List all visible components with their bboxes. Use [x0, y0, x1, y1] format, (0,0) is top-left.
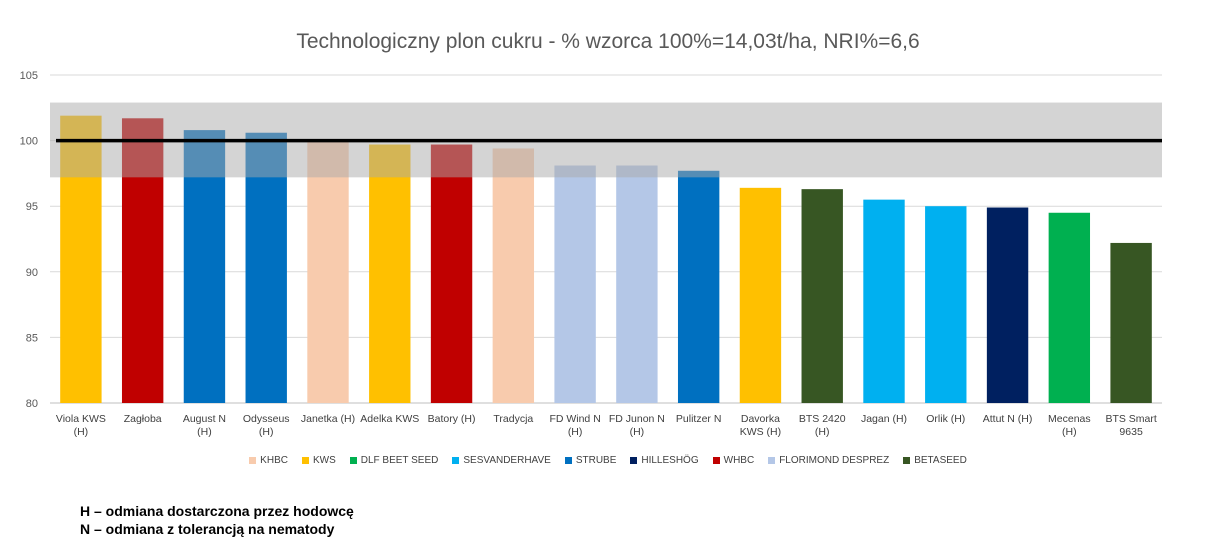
- legend: KHBC KWS DLF BEET SEED SESVANDERHAVE STRUBE H…: [0, 455, 1216, 466]
- bar: [616, 165, 658, 403]
- x-category-label: Pulitzer N: [676, 413, 722, 425]
- y-tick-label: 105: [20, 70, 38, 82]
- legend-item: STRUBE: [564, 455, 617, 466]
- bar: [739, 187, 782, 403]
- legend-swatch: [903, 457, 911, 464]
- x-category-label: (H): [197, 426, 212, 438]
- x-category-label: BTS Smart: [1105, 413, 1156, 425]
- y-tick-label: 85: [26, 332, 38, 344]
- bar: [307, 140, 349, 403]
- bar: [677, 170, 720, 403]
- legend-label: FLORIMOND DESPREZ: [779, 455, 890, 466]
- bar: [369, 144, 411, 403]
- x-category-label: Mecenas: [1048, 413, 1091, 425]
- x-category-label: Tradycja: [493, 413, 533, 425]
- x-category-label: Viola KWS: [56, 413, 106, 425]
- legend-swatch: [349, 457, 357, 464]
- legend-swatch: [712, 457, 720, 464]
- bar: [1110, 242, 1152, 403]
- legend-item: DLF BEET SEED: [349, 455, 439, 466]
- bar: [554, 165, 596, 403]
- y-tick-label: 100: [20, 136, 38, 148]
- legend-swatch: [564, 457, 572, 464]
- x-category-label: Janetka (H): [301, 413, 355, 425]
- legend-label: DLF BEET SEED: [360, 455, 439, 466]
- legend-label: SESVANDERHAVE: [463, 455, 551, 466]
- legend-item: SESVANDERHAVE: [452, 455, 551, 466]
- x-category-label: Davorka: [741, 413, 780, 425]
- legend-item: BETASEED: [903, 455, 967, 466]
- legend-item: KHBC: [249, 455, 288, 466]
- legend-swatch: [452, 457, 460, 464]
- legend-label: BETASEED: [914, 455, 967, 466]
- y-axis-tick-labels: 80 85 90 95 100 105: [20, 70, 38, 410]
- legend-item: KWS: [301, 455, 336, 466]
- x-category-label: Adelka KWS: [360, 413, 419, 425]
- x-category-label: (H): [259, 426, 274, 438]
- legend-item: HILLESHÖG: [630, 455, 699, 466]
- bar: [801, 189, 843, 403]
- x-category-label: Odysseus: [243, 413, 290, 425]
- note-h: H – odmiana dostarczona przez hodowcę: [80, 503, 354, 519]
- x-category-label: Jagan (H): [861, 413, 907, 425]
- bar: [863, 199, 905, 403]
- x-category-label: August N: [183, 413, 226, 425]
- legend-swatch: [249, 457, 257, 464]
- x-category-label: Batory (H): [428, 413, 476, 425]
- x-category-label: (H): [630, 426, 645, 438]
- note-n: N – odmiana z tolerancją na nematody: [80, 521, 335, 537]
- legend-item: WHBC: [712, 455, 755, 466]
- legend-label: STRUBE: [575, 455, 617, 466]
- x-category-label: KWS (H): [740, 426, 781, 438]
- x-axis-category-labels: Viola KWS(H)Zagłoba August N(H)Odysseus(H…: [56, 413, 1157, 438]
- x-category-label: 9635: [1119, 426, 1143, 438]
- legend-item: FLORIMOND DESPREZ: [768, 455, 889, 466]
- y-tick-label: 95: [26, 201, 38, 213]
- bar: [1048, 212, 1091, 403]
- bar: [430, 144, 473, 403]
- x-category-label: FD Wind N: [549, 413, 600, 425]
- legend-swatch: [301, 457, 309, 464]
- y-tick-label: 90: [26, 267, 38, 279]
- x-category-label: Orlik (H): [926, 413, 965, 425]
- notes: H – odmiana dostarczona przez hodowcę N …: [80, 502, 354, 538]
- bar: [925, 206, 967, 403]
- x-category-label: FD Junon N: [609, 413, 665, 425]
- legend-label: WHBC: [723, 455, 755, 466]
- y-tick-label: 80: [26, 398, 38, 410]
- x-category-label: Zagłoba: [124, 413, 162, 425]
- legend-label: HILLESHÖG: [641, 455, 699, 466]
- x-category-label: BTS 2420: [799, 413, 846, 425]
- x-category-label: (H): [568, 426, 583, 438]
- x-category-label: (H): [1062, 426, 1077, 438]
- bar: [245, 132, 287, 403]
- x-category-label: (H): [74, 426, 89, 438]
- x-category-label: (H): [815, 426, 830, 438]
- x-category-label: Attut N (H): [983, 413, 1033, 425]
- legend-label: KWS: [312, 455, 336, 466]
- bar: [986, 207, 1029, 403]
- bar: [492, 148, 535, 403]
- chart-title: Technologiczny plon cukru - % wzorca 100…: [296, 30, 920, 53]
- legend-swatch: [630, 457, 638, 464]
- legend-label: KHBC: [260, 455, 288, 466]
- legend-swatch: [768, 457, 776, 464]
